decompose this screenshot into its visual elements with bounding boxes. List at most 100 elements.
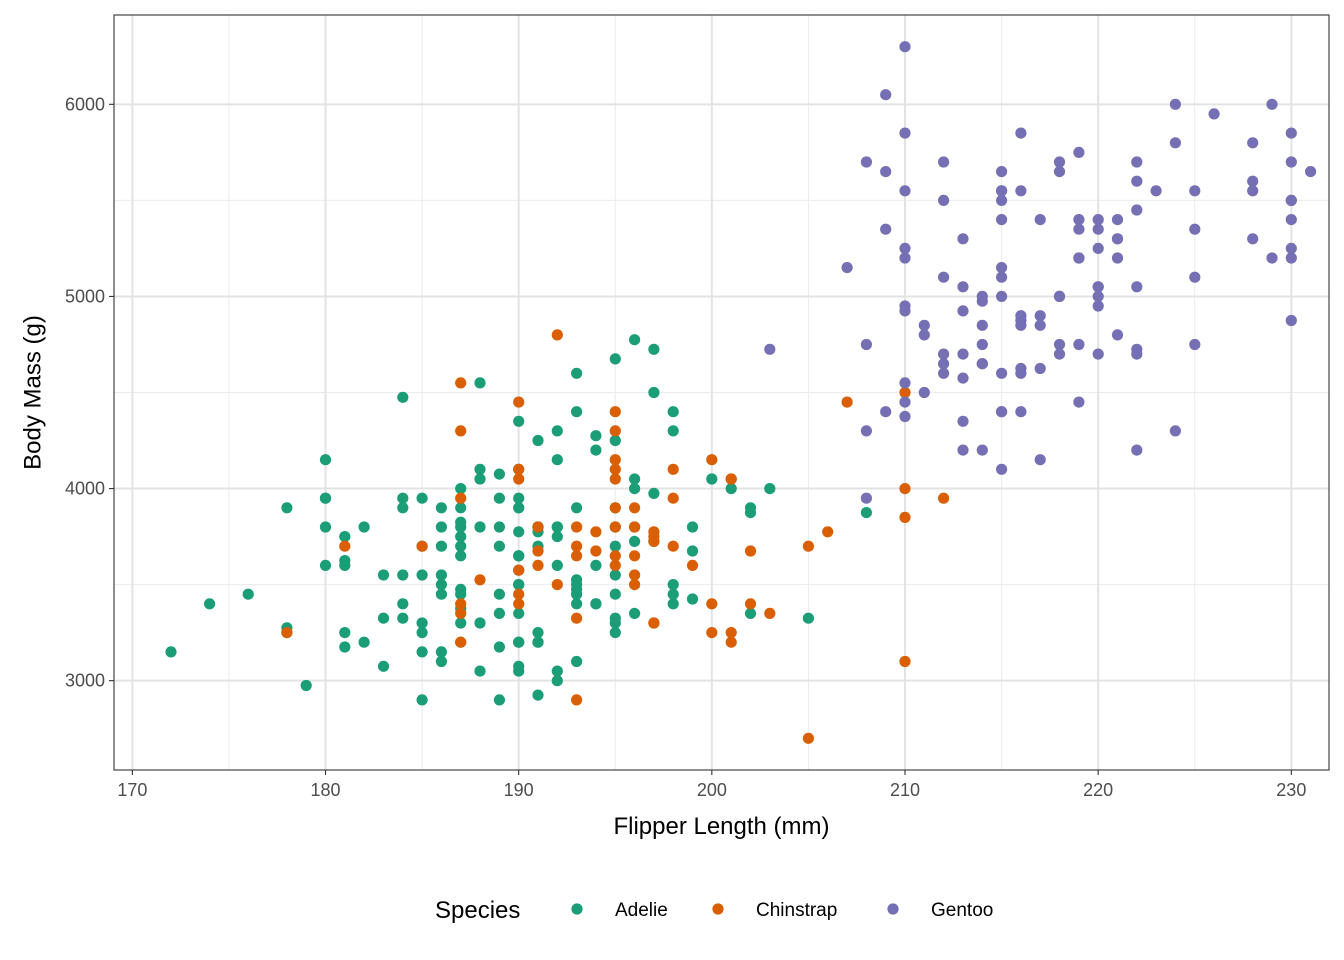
adelie-point: [551, 559, 563, 572]
adelie-point: [513, 550, 525, 562]
adelie-point: [532, 627, 544, 639]
chinstrap-point: [513, 564, 525, 576]
gentoo-point: [1189, 185, 1201, 197]
chinstrap-point: [455, 425, 467, 437]
gentoo-point: [1034, 362, 1046, 375]
gentoo-point: [1189, 271, 1201, 283]
chinstrap-point: [725, 473, 737, 485]
chinstrap-point: [706, 627, 718, 639]
chinstrap-point: [899, 386, 911, 399]
adelie-point: [513, 636, 525, 648]
chinstrap-point: [532, 545, 544, 557]
adelie-point: [397, 598, 409, 610]
chinstrap-point: [841, 396, 853, 408]
adelie-point: [571, 502, 583, 514]
gentoo-point: [996, 262, 1008, 274]
gentoo-point: [996, 185, 1008, 197]
chinstrap-point: [899, 483, 911, 495]
adelie-point: [416, 492, 428, 504]
gentoo-point: [938, 194, 950, 206]
chinstrap-point: [339, 540, 351, 552]
chinstrap-point: [899, 511, 911, 523]
gentoo-point: [1247, 175, 1259, 187]
chinstrap-point: [609, 559, 621, 572]
gentoo-point: [1131, 281, 1143, 293]
x-tick-label: 180: [310, 780, 340, 800]
legend: Species Adelie Chinstrap Gentoo: [435, 897, 993, 924]
gentoo-point: [1131, 175, 1143, 187]
adelie-point: [590, 598, 602, 610]
adelie-point: [300, 679, 312, 692]
chinstrap-point: [455, 377, 467, 389]
gentoo-point: [1073, 252, 1085, 264]
adelie-point: [358, 636, 370, 648]
adelie-point: [706, 473, 718, 485]
legend-key-adelie: [571, 903, 583, 915]
chinstrap-point: [744, 598, 757, 610]
chinstrap-point: [648, 617, 660, 629]
adelie-point: [744, 502, 757, 514]
chinstrap-point: [706, 454, 718, 466]
adelie-point: [416, 617, 428, 629]
gentoo-point: [1169, 137, 1181, 149]
gentoo-point: [1111, 214, 1124, 226]
adelie-point: [455, 516, 467, 528]
adelie-point: [319, 492, 332, 504]
gentoo-point: [1053, 166, 1066, 178]
adelie-point: [802, 612, 815, 624]
adelie-point: [609, 434, 621, 447]
chinstrap-point: [281, 627, 293, 639]
adelie-point: [551, 531, 563, 543]
adelie-point: [455, 617, 467, 629]
gentoo-point: [938, 348, 950, 360]
adelie-point: [609, 588, 621, 600]
gentoo-point: [957, 305, 969, 317]
adelie-point: [590, 430, 602, 442]
adelie-point: [281, 502, 293, 514]
gentoo-point: [1285, 194, 1297, 206]
adelie-point: [416, 646, 428, 658]
chinstrap-point: [513, 463, 525, 475]
y-tick-label: 6000: [65, 94, 105, 114]
adelie-point: [474, 617, 486, 629]
adelie-point: [513, 607, 525, 620]
chinstrap-point: [532, 559, 544, 572]
adelie-point: [667, 598, 679, 610]
gentoo-point: [1034, 310, 1046, 322]
adelie-point: [513, 502, 525, 514]
adelie-point: [397, 502, 409, 514]
gentoo-point: [1189, 338, 1201, 351]
adelie-point: [648, 386, 660, 399]
gentoo-point: [996, 271, 1008, 283]
gentoo-point: [1111, 252, 1124, 264]
chinstrap-point: [899, 655, 911, 668]
gentoo-point: [976, 444, 988, 456]
gentoo-point: [1073, 214, 1085, 226]
adelie-point: [377, 612, 390, 624]
gentoo-point: [918, 319, 930, 331]
chinstrap-point: [938, 492, 950, 504]
gentoo-point: [899, 396, 911, 408]
adelie-point: [686, 545, 699, 557]
gentoo-point: [860, 492, 873, 504]
gentoo-point: [938, 271, 950, 283]
adelie-point: [629, 473, 641, 485]
chinstrap-point: [571, 694, 583, 706]
gentoo-point: [996, 290, 1008, 302]
gentoo-point: [996, 367, 1008, 379]
adelie-point: [571, 655, 583, 668]
chinstrap-point: [725, 627, 737, 639]
adelie-point: [571, 367, 583, 379]
adelie-point: [764, 483, 776, 495]
gentoo-point: [1073, 396, 1085, 408]
gentoo-point: [860, 338, 873, 351]
gentoo-point: [1169, 425, 1181, 437]
gentoo-point: [899, 127, 911, 139]
gentoo-point: [996, 406, 1008, 418]
legend-key-chinstrap: [712, 903, 724, 915]
chinstrap-point: [609, 463, 621, 475]
adelie-point: [493, 468, 505, 480]
chinstrap-point: [609, 550, 621, 562]
adelie-point: [474, 473, 486, 485]
y-tick-label: 4000: [65, 479, 105, 499]
